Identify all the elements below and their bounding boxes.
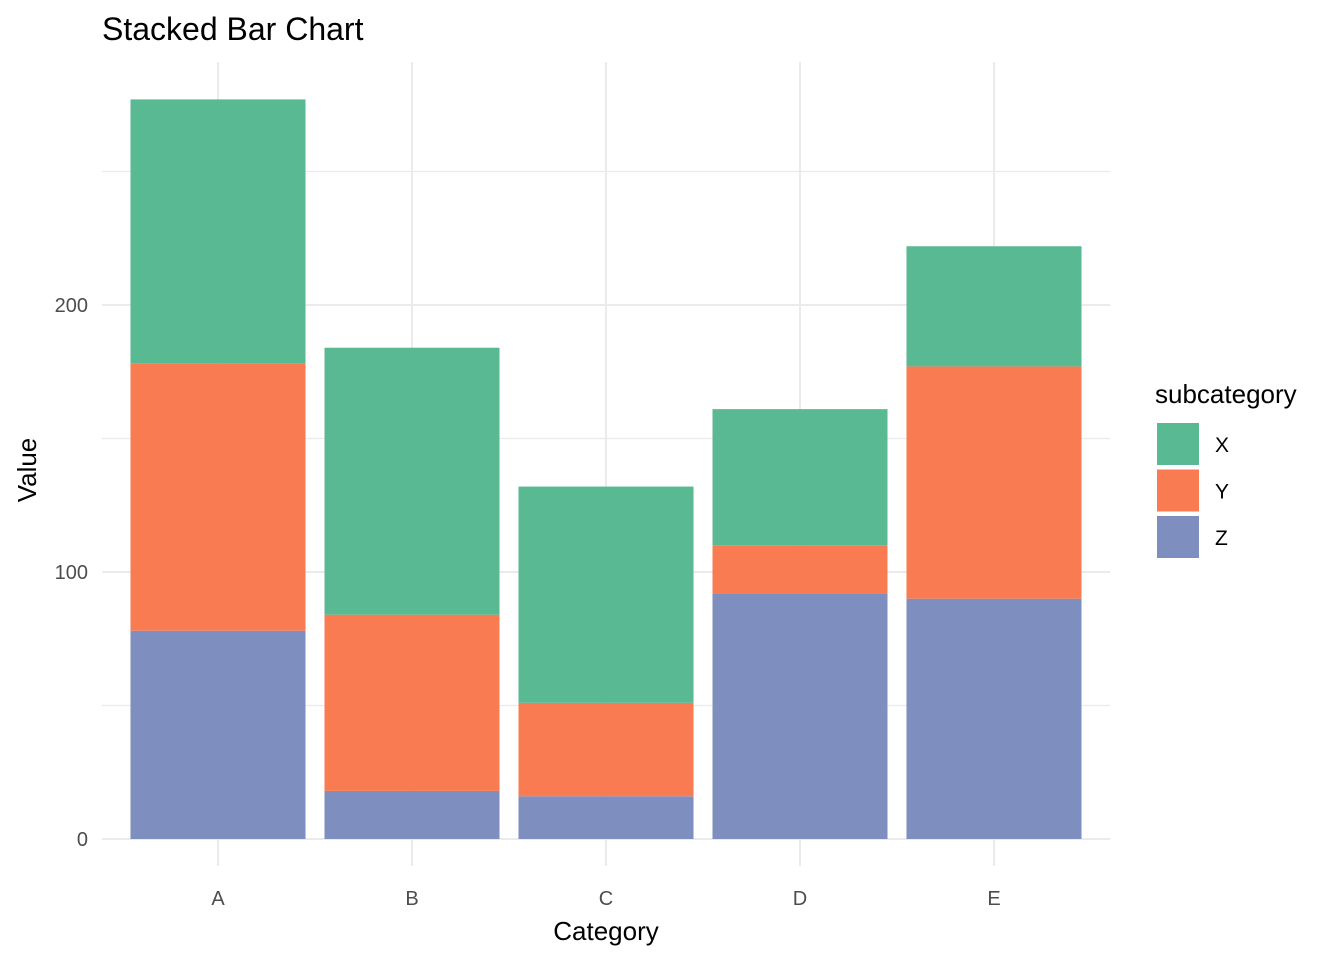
bar-c-x	[518, 486, 694, 703]
x-tick-label: B	[405, 888, 418, 910]
legend-label-z: Z	[1215, 527, 1228, 550]
bar-d-z	[712, 593, 888, 839]
y-tick-label: 200	[55, 295, 88, 317]
bar-d-x	[712, 409, 888, 546]
y-axis-title: Value	[12, 438, 42, 503]
legend-label-x: X	[1215, 434, 1229, 457]
legend-key-z	[1157, 516, 1199, 558]
bar-e-x	[906, 246, 1082, 367]
bar-b-z	[324, 790, 500, 839]
legend-key-y	[1157, 469, 1199, 512]
x-tick-label: D	[793, 888, 807, 910]
legend-label-y: Y	[1215, 481, 1229, 504]
legend: subcategory X YZ	[1155, 379, 1297, 558]
y-axis-ticks: 0 100 200	[55, 295, 88, 851]
legend-title: subcategory	[1155, 379, 1297, 409]
x-axis-title: Category	[553, 916, 659, 946]
y-tick-label: 100	[55, 562, 88, 584]
x-tick-label: E	[987, 888, 1000, 910]
bar-a-z	[130, 630, 306, 839]
x-tick-label: A	[211, 888, 225, 910]
x-tick-label: C	[599, 888, 613, 910]
bar-e-z	[906, 598, 1082, 839]
legend-key-x	[1157, 423, 1199, 465]
x-axis-ticks: A B C D E	[211, 888, 1000, 910]
bar-c-z	[518, 796, 694, 839]
bar-c-y	[518, 702, 694, 797]
bar-d-y	[712, 545, 888, 594]
bar-a-y	[130, 363, 306, 631]
bar-b-y	[324, 614, 500, 791]
bars	[130, 99, 1082, 839]
chart-title: Stacked Bar Chart	[102, 11, 364, 47]
y-tick-label: 0	[77, 829, 88, 851]
bar-b-x	[324, 347, 500, 615]
bar-e-y	[906, 366, 1082, 599]
bar-a-x	[130, 99, 306, 364]
